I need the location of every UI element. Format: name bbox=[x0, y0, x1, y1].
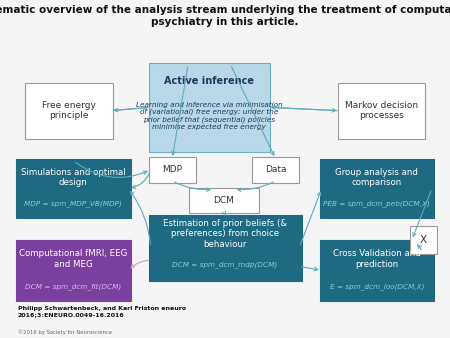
FancyBboxPatch shape bbox=[148, 157, 196, 183]
FancyBboxPatch shape bbox=[410, 226, 436, 254]
Text: Computational fMRI, EEG
and MEG: Computational fMRI, EEG and MEG bbox=[19, 249, 127, 269]
Text: DCM: DCM bbox=[213, 196, 234, 205]
Text: Markov decision
processes: Markov decision processes bbox=[345, 101, 418, 120]
FancyBboxPatch shape bbox=[252, 157, 299, 183]
Text: MDP = spm_MDP_VB(MDP): MDP = spm_MDP_VB(MDP) bbox=[24, 201, 122, 208]
Text: PEB = spm_dcm_peb(DCM,X): PEB = spm_dcm_peb(DCM,X) bbox=[324, 201, 430, 208]
FancyBboxPatch shape bbox=[148, 215, 302, 281]
Text: Estimation of prior beliefs (&
preferences) from choice
behaviour: Estimation of prior beliefs (& preferenc… bbox=[163, 219, 287, 249]
FancyBboxPatch shape bbox=[16, 240, 130, 301]
FancyBboxPatch shape bbox=[338, 83, 425, 139]
FancyBboxPatch shape bbox=[25, 83, 112, 139]
FancyBboxPatch shape bbox=[320, 159, 434, 218]
Text: Simulations and optimal
design: Simulations and optimal design bbox=[21, 168, 126, 187]
Text: Active inference: Active inference bbox=[164, 76, 254, 87]
Text: MDP: MDP bbox=[162, 165, 182, 174]
Text: A schematic overview of the analysis stream underlying the treatment of computat: A schematic overview of the analysis str… bbox=[0, 5, 450, 27]
Text: DCM = spm_dcm_fit(DCM): DCM = spm_dcm_fit(DCM) bbox=[25, 283, 121, 290]
Text: X: X bbox=[419, 235, 427, 245]
Text: Free energy
principle: Free energy principle bbox=[42, 101, 95, 120]
FancyBboxPatch shape bbox=[320, 240, 434, 301]
Text: DCM = spm_dcm_mdp(DCM): DCM = spm_dcm_mdp(DCM) bbox=[172, 262, 278, 268]
FancyBboxPatch shape bbox=[189, 188, 259, 213]
FancyBboxPatch shape bbox=[148, 63, 270, 152]
Text: Data: Data bbox=[265, 165, 286, 174]
Text: E = spm_dcm_loo(DCM,X): E = spm_dcm_loo(DCM,X) bbox=[329, 283, 424, 290]
Text: Philipp Schwartenbeck, and Karl Friston eneuro
2016;3:ENEURO.0049-16.2016: Philipp Schwartenbeck, and Karl Friston … bbox=[18, 306, 186, 317]
FancyBboxPatch shape bbox=[16, 159, 130, 218]
Text: Cross Validation and
prediction: Cross Validation and prediction bbox=[333, 249, 421, 269]
Text: ©2016 by Society for Neuroscience: ©2016 by Society for Neuroscience bbox=[18, 330, 112, 335]
Text: Group analysis and
comparison: Group analysis and comparison bbox=[335, 168, 418, 187]
Text: Learning and inference via minimisation
of (variational) free energy; under the
: Learning and inference via minimisation … bbox=[136, 102, 283, 130]
